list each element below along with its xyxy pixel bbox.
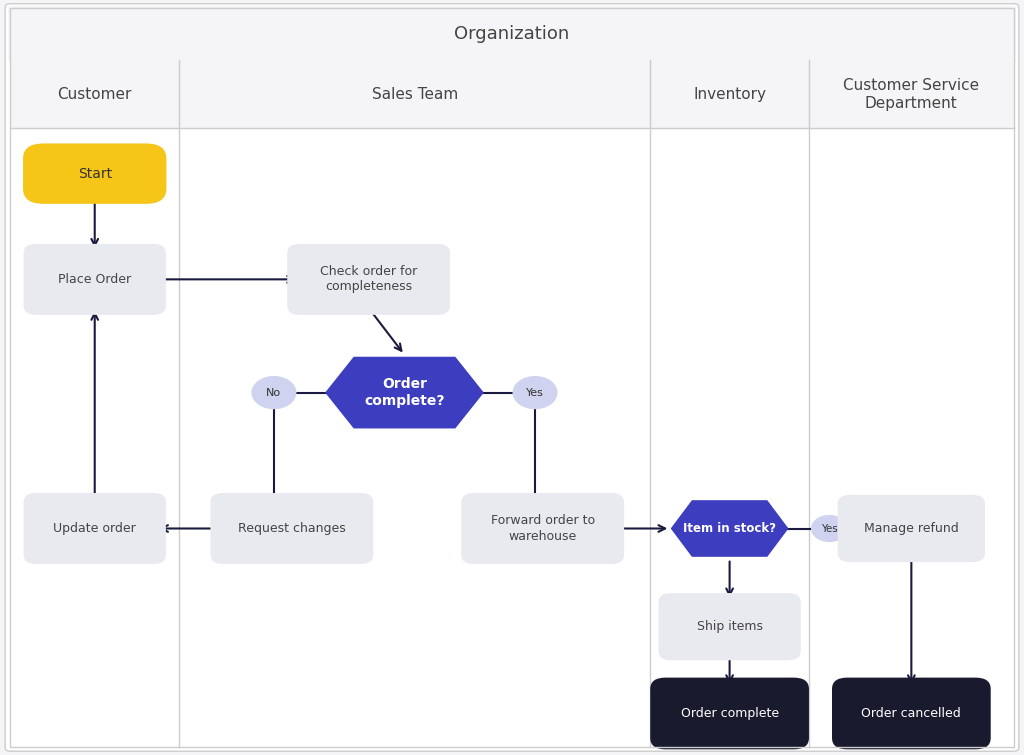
Text: Sales Team: Sales Team	[372, 87, 458, 102]
Text: Start: Start	[78, 167, 112, 180]
Text: Manage refund: Manage refund	[864, 522, 958, 535]
FancyBboxPatch shape	[179, 60, 650, 128]
Text: Organization: Organization	[455, 25, 569, 43]
Text: Yes: Yes	[526, 387, 544, 398]
Text: Check order for
completeness: Check order for completeness	[321, 265, 417, 294]
FancyBboxPatch shape	[650, 128, 809, 747]
FancyBboxPatch shape	[10, 60, 179, 128]
Polygon shape	[326, 357, 484, 428]
FancyBboxPatch shape	[838, 495, 985, 562]
FancyBboxPatch shape	[650, 60, 809, 128]
Text: Place Order: Place Order	[58, 273, 131, 286]
Text: Yes: Yes	[821, 523, 838, 534]
FancyBboxPatch shape	[461, 493, 625, 564]
FancyBboxPatch shape	[809, 60, 1014, 128]
Text: Order
complete?: Order complete?	[365, 378, 444, 408]
Text: Inventory: Inventory	[693, 87, 766, 102]
Text: Order complete: Order complete	[681, 707, 778, 720]
FancyBboxPatch shape	[5, 4, 1019, 751]
Text: Update order: Update order	[53, 522, 136, 535]
Text: Forward order to
warehouse: Forward order to warehouse	[490, 514, 595, 543]
Text: Item in stock?: Item in stock?	[683, 522, 776, 535]
FancyBboxPatch shape	[809, 128, 1014, 747]
Circle shape	[811, 515, 848, 542]
Circle shape	[252, 376, 297, 409]
FancyBboxPatch shape	[10, 128, 179, 747]
FancyBboxPatch shape	[23, 143, 166, 204]
Text: Customer: Customer	[57, 87, 132, 102]
FancyBboxPatch shape	[658, 593, 801, 660]
Text: No: No	[266, 387, 282, 398]
Polygon shape	[671, 501, 788, 557]
FancyBboxPatch shape	[831, 678, 991, 749]
FancyBboxPatch shape	[210, 493, 373, 564]
FancyBboxPatch shape	[8, 6, 1016, 62]
Text: Request changes: Request changes	[238, 522, 346, 535]
Text: Order cancelled: Order cancelled	[861, 707, 962, 720]
Text: Ship items: Ship items	[696, 620, 763, 633]
FancyBboxPatch shape	[24, 493, 166, 564]
FancyBboxPatch shape	[650, 678, 809, 749]
FancyBboxPatch shape	[179, 128, 650, 747]
Circle shape	[513, 376, 558, 409]
FancyBboxPatch shape	[24, 244, 166, 315]
FancyBboxPatch shape	[287, 244, 451, 315]
Text: Customer Service
Department: Customer Service Department	[844, 79, 979, 110]
